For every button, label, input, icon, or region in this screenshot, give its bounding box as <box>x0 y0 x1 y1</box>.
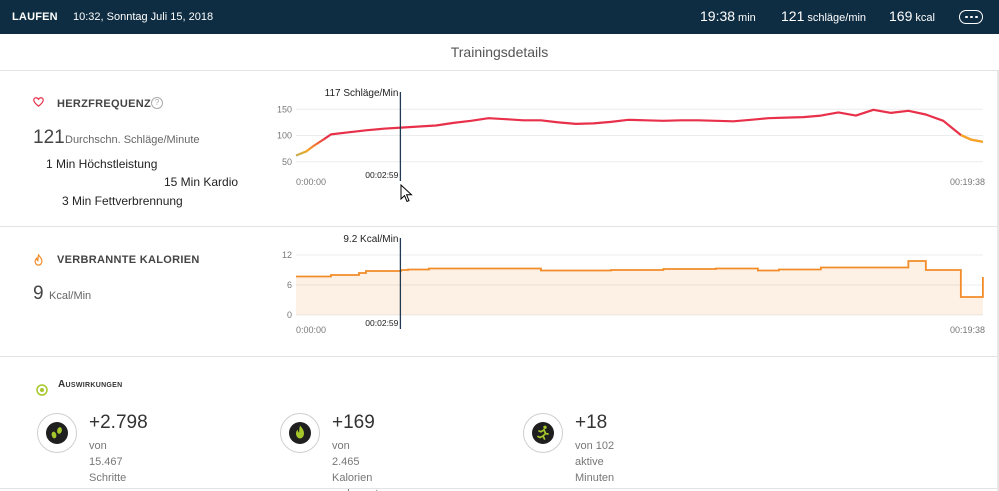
heart-rate-section: HERZFREQUENZ ? 121 Durchschn. Schläge/Mi… <box>0 71 999 227</box>
calories-per-minute: 9 <box>33 283 44 304</box>
impact-active-minutes-value: +18 <box>575 412 608 433</box>
page-title: Trainingsdetails <box>0 34 999 71</box>
duration-unit: min <box>738 12 756 24</box>
y-tick-label: 0 <box>287 310 292 320</box>
y-tick-label: 12 <box>282 250 292 260</box>
calories-title: VERBRANNTE KALORIEN <box>57 254 200 266</box>
impact-calories-desc-line1: von 2.465 Kalorien <box>332 440 373 484</box>
heart-rate-series-line <box>295 108 984 157</box>
more-dot-icon <box>965 15 968 18</box>
marker-value-label: 117 Schläge/Min <box>325 88 399 99</box>
x-start-label: 0:00:00 <box>296 325 326 335</box>
impacts-section: Auswirkungen +2.798 von 15.467 Schritte … <box>0 357 999 491</box>
heart-rate-value: 121 <box>781 8 805 24</box>
calories-value: 169 <box>889 8 913 24</box>
y-tick-label: 100 <box>277 131 292 141</box>
calories-section: VERBRANNTE KALORIEN 9 Kcal/Min 0 6 12 0:00:… <box>0 227 999 357</box>
duration-stat: 19:38 min <box>700 8 756 24</box>
heart-rate-chart[interactable]: 50 100 150 0:00:00 00:19:38 117 Schläge/Min 00… <box>0 71 999 227</box>
zone-cardio: 15 Min Kardio <box>164 175 239 189</box>
mouse-cursor-icon <box>400 184 413 203</box>
heart-rate-average-unit: Durchschn. Schläge/Minute <box>65 134 200 146</box>
more-dot-icon <box>975 15 978 18</box>
x-start-label: 0:00:00 <box>296 177 326 187</box>
heart-rate-title: HERZFREQUENZ <box>57 98 152 110</box>
impact-active-minutes-description: von 102 aktive Minuten <box>575 438 614 486</box>
scrollbar-track[interactable] <box>997 71 999 491</box>
impact-steps-value: +2.798 <box>89 412 148 433</box>
marker-time-label: 00:02:59 <box>365 170 398 180</box>
impact-icon-circle <box>280 413 320 453</box>
heart-rate-average: 121 <box>33 127 65 148</box>
running-person-icon <box>532 422 554 444</box>
impact-calories-desc-line2: verbrannt <box>332 486 378 491</box>
calories-per-minute-unit: Kcal/Min <box>49 290 92 302</box>
help-icon[interactable]: ? <box>151 97 163 109</box>
y-tick-label: 50 <box>282 157 292 167</box>
activity-header: LAUFEN 10:32, Sonntag Juli 15, 2018 19:3… <box>0 0 999 34</box>
target-icon <box>36 384 48 396</box>
more-options-button[interactable] <box>959 10 983 24</box>
activity-datetime: 10:32, Sonntag Juli 15, 2018 <box>73 11 214 23</box>
impact-steps-desc-line2: gegangen <box>89 486 138 491</box>
more-dot-icon <box>970 15 973 18</box>
calories-stat: 169 kcal <box>889 8 935 24</box>
impacts-title: Auswirkungen <box>58 379 123 390</box>
calorie-area-fill <box>296 261 983 315</box>
activity-type: LAUFEN <box>12 11 58 23</box>
y-tick-label: 6 <box>287 280 292 290</box>
x-end-label: 00:19:38 <box>950 325 985 335</box>
impact-icon-circle <box>37 413 77 453</box>
calories-chart[interactable]: 0 6 12 0:00:00 00:19:38 9.2 Kcal/Min 00:02:59 <box>0 227 999 357</box>
impact-steps-description: von 15.467 Schritte gegangen <box>89 438 138 491</box>
duration-value: 19:38 <box>700 8 736 24</box>
impact-calories-description: von 2.465 Kalorien verbrannt <box>332 438 378 491</box>
calorie-series-line <box>296 260 984 298</box>
impact-icon-circle <box>523 413 563 453</box>
zone-fat-burn: 3 Min Fettverbrennung <box>62 194 183 208</box>
calories-unit: kcal <box>915 12 935 24</box>
heart-rate-stat: 121 schläge/min <box>781 8 866 24</box>
x-end-label: 00:19:38 <box>950 177 985 187</box>
marker-value-label: 9.2 Kcal/Min <box>343 234 398 245</box>
impact-active-minutes-desc-line1: von 102 aktive Minuten <box>575 440 615 484</box>
marker-time-label: 00:02:59 <box>365 318 398 328</box>
zone-peak: 1 Min Höchstleistung <box>46 157 158 171</box>
heart-rate-tail-line <box>960 133 984 143</box>
heart-rate-unit: schläge/min <box>807 12 867 24</box>
flame-icon <box>289 422 311 444</box>
impact-steps-desc-line1: von 15.467 Schritte <box>89 440 127 484</box>
heart-icon <box>33 97 44 107</box>
footsteps-icon <box>46 422 68 444</box>
impact-calories-value: +169 <box>332 412 375 433</box>
flame-icon <box>34 254 43 266</box>
y-tick-label: 150 <box>277 104 292 114</box>
